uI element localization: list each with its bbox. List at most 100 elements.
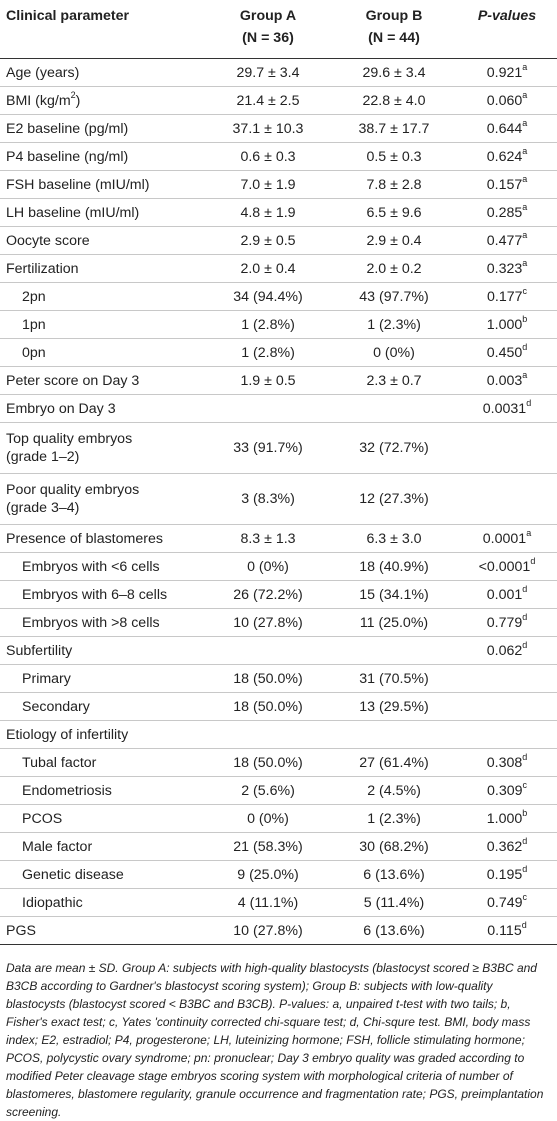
group-a-value: 21 (58.3%)	[205, 832, 331, 861]
table-row: Primary 18 (50.0%) 31 (70.5%)	[0, 664, 557, 693]
group-a-value: 7.0 ± 1.9	[205, 170, 331, 199]
p-value	[457, 473, 557, 525]
p-value: 0.308d	[457, 748, 557, 777]
row-label: Poor quality embryos (grade 3–4)	[0, 473, 205, 525]
table-row: Idiopathic 4 (11.1%) 5 (11.4%) 0.749c	[0, 888, 557, 917]
table-row: 2pn 34 (94.4%) 43 (97.7%) 0.177c	[0, 282, 557, 311]
group-a-value: 18 (50.0%)	[205, 692, 331, 721]
group-a-value: 2 (5.6%)	[205, 776, 331, 805]
group-b-value: 32 (72.7%)	[331, 422, 457, 474]
table-row: BMI (kg/m2) 21.4 ± 2.5 22.8 ± 4.0 0.060a	[0, 86, 557, 115]
p-value: 0.285a	[457, 198, 557, 227]
group-b-value: 0.5 ± 0.3	[331, 142, 457, 171]
group-a-value: 10 (27.8%)	[205, 916, 331, 945]
header-p-values: P-values	[477, 8, 537, 24]
table-row: E2 baseline (pg/ml) 37.1 ± 10.3 38.7 ± 17.…	[0, 114, 557, 143]
group-a-value	[205, 394, 331, 423]
table-row: PGS 10 (27.8%) 6 (13.6%) 0.115d	[0, 916, 557, 945]
table-row: Embryo on Day 3 0.0031d	[0, 394, 557, 423]
group-a-value: 29.7 ± 3.4	[205, 58, 331, 87]
table-row: Poor quality embryos (grade 3–4) 3 (8.3%) 1…	[0, 473, 557, 525]
header-clinical-parameter: Clinical parameter	[6, 8, 130, 24]
header-group-b: Group B	[365, 8, 423, 24]
header-group-b-n: (N = 44)	[331, 28, 457, 59]
row-label: Embryos with <6 cells	[0, 552, 205, 581]
p-value: 0.921a	[457, 58, 557, 87]
p-value: <0.0001d	[457, 552, 557, 581]
p-value	[457, 664, 557, 693]
group-b-value: 11 (25.0%)	[331, 608, 457, 637]
row-label: P4 baseline (ng/ml)	[0, 142, 205, 171]
p-value: 0.749c	[457, 888, 557, 917]
group-b-value	[331, 394, 457, 423]
table-footnote: Data are mean ± SD. Group A: subjects wi…	[6, 961, 544, 1119]
group-b-value: 5 (11.4%)	[331, 888, 457, 917]
row-label: Embryos with >8 cells	[0, 608, 205, 637]
table-row: Embryos with >8 cells 10 (27.8%) 11 (25.0%…	[0, 608, 557, 637]
p-value: 0.157a	[457, 170, 557, 199]
group-a-value: 0 (0%)	[205, 552, 331, 581]
group-b-value: 30 (68.2%)	[331, 832, 457, 861]
group-b-value	[331, 636, 457, 665]
table-row: 1pn 1 (2.8%) 1 (2.3%) 1.000b	[0, 310, 557, 339]
group-a-value	[205, 636, 331, 665]
table-row: Oocyte score 2.9 ± 0.5 2.9 ± 0.4 0.477a	[0, 226, 557, 255]
table-row: Tubal factor 18 (50.0%) 27 (61.4%) 0.308d	[0, 748, 557, 777]
row-label: 2pn	[0, 282, 205, 311]
group-b-value	[331, 720, 457, 749]
group-b-value: 12 (27.3%)	[331, 473, 457, 525]
row-label: 0pn	[0, 338, 205, 367]
row-label: Subfertility	[0, 636, 205, 665]
p-value: 0.477a	[457, 226, 557, 255]
header-group-a-n: (N = 36)	[205, 28, 331, 59]
group-a-value: 0 (0%)	[205, 804, 331, 833]
p-value	[457, 422, 557, 474]
table-row: Endometriosis 2 (5.6%) 2 (4.5%) 0.309c	[0, 776, 557, 805]
p-value: 0.062d	[457, 636, 557, 665]
group-b-value: 2.0 ± 0.2	[331, 254, 457, 283]
table-row: 0pn 1 (2.8%) 0 (0%) 0.450d	[0, 338, 557, 367]
group-a-value: 21.4 ± 2.5	[205, 86, 331, 115]
p-value: 0.450d	[457, 338, 557, 367]
p-value: 0.177c	[457, 282, 557, 311]
row-label: PCOS	[0, 804, 205, 833]
row-label: Presence of blastomeres	[0, 524, 205, 553]
group-b-value: 7.8 ± 2.8	[331, 170, 457, 199]
table-row: Fertilization 2.0 ± 0.4 2.0 ± 0.2 0.323a	[0, 254, 557, 283]
row-label: Male factor	[0, 832, 205, 861]
group-a-value: 1 (2.8%)	[205, 338, 331, 367]
group-b-value: 18 (40.9%)	[331, 552, 457, 581]
clinical-parameters-table: Clinical parameter Group A Group B P-val…	[0, 8, 557, 945]
table-row: Secondary 18 (50.0%) 13 (29.5%)	[0, 692, 557, 721]
group-a-value: 34 (94.4%)	[205, 282, 331, 311]
group-a-value: 37.1 ± 10.3	[205, 114, 331, 143]
row-label: Age (years)	[0, 58, 205, 87]
group-a-value: 18 (50.0%)	[205, 748, 331, 777]
group-b-value: 27 (61.4%)	[331, 748, 457, 777]
table-row: Age (years) 29.7 ± 3.4 29.6 ± 3.4 0.921a	[0, 58, 557, 87]
header-group-a: Group A	[239, 8, 297, 24]
group-a-value: 2.9 ± 0.5	[205, 226, 331, 255]
row-label: Fertilization	[0, 254, 205, 283]
table-row: Etiology of infertility	[0, 720, 557, 749]
group-b-value: 0 (0%)	[331, 338, 457, 367]
row-label: Embryos with 6–8 cells	[0, 580, 205, 609]
row-label: Embryo on Day 3	[0, 394, 205, 423]
row-label: Genetic disease	[0, 860, 205, 889]
p-value: 0.0001a	[457, 524, 557, 553]
row-label: Endometriosis	[0, 776, 205, 805]
table-row: PCOS 0 (0%) 1 (2.3%) 1.000b	[0, 804, 557, 833]
p-value: 0.362d	[457, 832, 557, 861]
group-b-value: 13 (29.5%)	[331, 692, 457, 721]
table-row: LH baseline (mIU/ml) 4.8 ± 1.9 6.5 ± 9.6 0.…	[0, 198, 557, 227]
p-value	[457, 692, 557, 721]
group-b-value: 43 (97.7%)	[331, 282, 457, 311]
table-body: Age (years) 29.7 ± 3.4 29.6 ± 3.4 0.921a BMI…	[0, 58, 557, 945]
group-a-value: 9 (25.0%)	[205, 860, 331, 889]
table-row: P4 baseline (ng/ml) 0.6 ± 0.3 0.5 ± 0.3 0.6…	[0, 142, 557, 171]
table-row: Subfertility 0.062d	[0, 636, 557, 665]
row-label: Etiology of infertility	[0, 720, 205, 749]
group-b-value: 38.7 ± 17.7	[331, 114, 457, 143]
p-value: 0.195d	[457, 860, 557, 889]
